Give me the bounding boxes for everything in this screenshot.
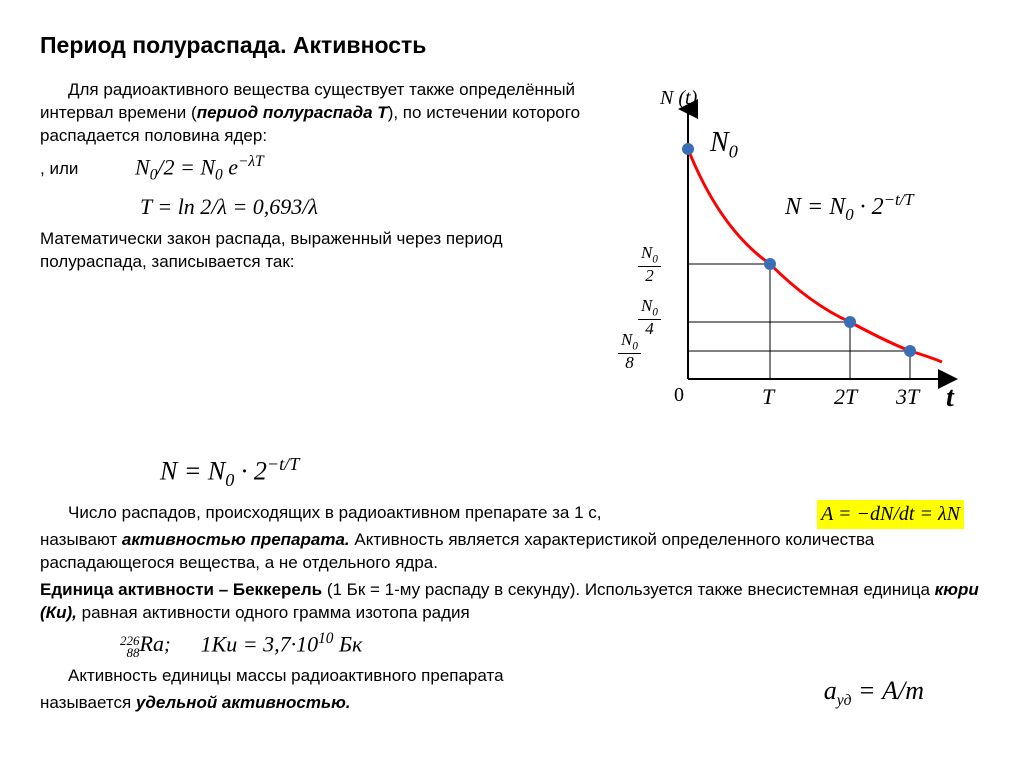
- formula-law: N = N0 · 2−t/T: [160, 452, 984, 492]
- tick-3T: 3T: [896, 382, 919, 412]
- spec-c: удельной активностью.: [136, 693, 351, 712]
- page-title: Период полураспада. Активность: [40, 30, 984, 61]
- formula-ra: 22688Ra;: [120, 629, 171, 659]
- act-a: называют: [40, 530, 122, 549]
- bq-b: (1 Бк = 1-му распаду в секунду). Использ…: [322, 580, 935, 599]
- bq-a: Единица активности – Беккерель: [40, 580, 322, 599]
- formula-T: T = ln 2/λ = 0,693/λ: [140, 192, 600, 222]
- decay-chart: N (t) N0 N02 N04 N08 0 T 2T 3T t N = N0 …: [610, 79, 970, 446]
- label-N0-8: N08: [618, 331, 641, 372]
- becquerel-paragraph: Единица активности – Беккерель (1 Бк = 1…: [40, 579, 984, 625]
- formula-activity: A = −dN/dt = λN: [817, 500, 964, 529]
- chart-title: N (t): [660, 85, 697, 112]
- or-text: , или: [40, 158, 135, 181]
- tick-T: T: [762, 382, 774, 412]
- label-N0-2: N02: [638, 244, 661, 285]
- count-text: Число распадов, происходящих в радиоакти…: [40, 502, 807, 525]
- formula-spec: aуд = A/m: [824, 673, 924, 711]
- formula-half: N0/2 = N0 e−λT: [135, 152, 264, 187]
- activity-paragraph: называют активностью препарата. Активнос…: [40, 529, 984, 575]
- spec-a: Активность единицы массы радиоактивного …: [40, 665, 824, 688]
- data-point: [844, 316, 856, 328]
- data-point: [904, 345, 916, 357]
- act-b: активностью препарата.: [122, 530, 350, 549]
- label-N0-4: N04: [638, 297, 661, 338]
- mathlaw-text: Математически закон распада, выраженный …: [40, 228, 600, 274]
- intro-term: период полураспада T: [197, 103, 388, 122]
- row-or: , или N0/2 = N0 e−λT: [40, 152, 600, 187]
- chart-equation: N = N0 · 2−t/T: [785, 189, 914, 226]
- xaxis-label: t: [946, 379, 954, 417]
- decay-curve: [688, 149, 942, 362]
- spec-line2: называется удельной активностью.: [40, 692, 824, 715]
- formula-curie: 1Ки = 3,7·1010 Бк: [201, 629, 363, 659]
- data-point: [764, 258, 776, 270]
- bq-d: равная активности одного грамма изотопа …: [77, 603, 470, 622]
- tick-2T: 2T: [834, 382, 857, 412]
- intro-paragraph: Для радиоактивного вещества существует т…: [40, 79, 600, 148]
- label-N0: N0: [710, 124, 738, 164]
- spec-b: называется: [40, 693, 136, 712]
- data-point: [682, 143, 694, 155]
- tick-0: 0: [674, 382, 684, 409]
